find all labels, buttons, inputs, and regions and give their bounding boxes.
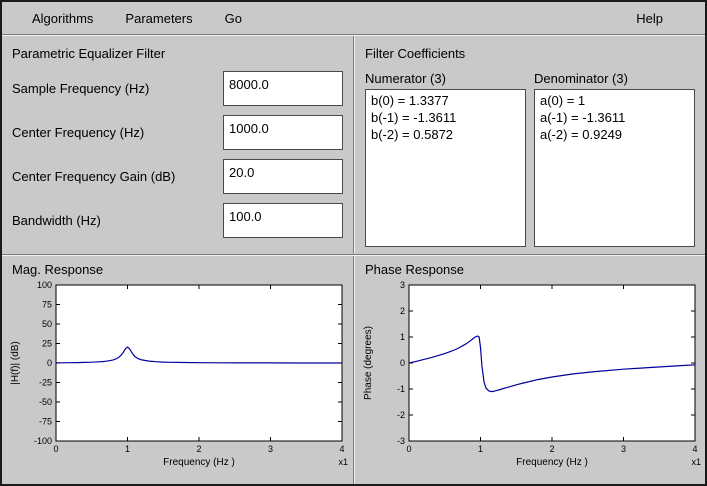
svg-text:Frequency (Hz ): Frequency (Hz ) <box>163 457 235 468</box>
section-divider <box>2 254 705 256</box>
list-item: b(0) = 1.3377 <box>371 93 449 108</box>
center-frequency-gain-label: Center Frequency Gain (dB) <box>12 169 176 184</box>
form-row-center-frequency-gain: Center Frequency Gain (dB) <box>12 159 343 194</box>
phase-response-chart: 0 1 2 3 4 -3 -2 -1 0 1 2 3 Frequency (Hz ) x1 Phase (d… <box>363 280 701 468</box>
menu-bar: Algorithms Parameters Go Help <box>2 2 705 34</box>
svg-text:Frequency (Hz ): Frequency (Hz ) <box>516 457 588 468</box>
denominator-listbox[interactable]: a(0) = 1 a(-1) = -1.3611 a(-2) = 0.9249 <box>534 89 695 247</box>
svg-text:4: 4 <box>692 444 697 454</box>
list-item: b(-2) = 0.5872 <box>371 127 454 142</box>
denominator-column: Denominator (3) a(0) = 1 a(-1) = -1.3611… <box>534 71 695 247</box>
center-frequency-input[interactable] <box>223 115 343 150</box>
top-panel-divider <box>353 36 355 254</box>
svg-text:-2: -2 <box>397 410 405 420</box>
form-row-center-frequency: Center Frequency (Hz) <box>12 115 343 150</box>
svg-text:-1: -1 <box>397 384 405 394</box>
numerator-listbox[interactable]: b(0) = 1.3377 b(-1) = -1.3611 b(-2) = 0.… <box>365 89 526 247</box>
mag-response-chart: 0 1 2 3 4 -100 -75 -50 -25 0 25 50 75 100 Frequency (H… <box>10 280 348 468</box>
svg-text:3: 3 <box>400 280 405 290</box>
svg-text:2: 2 <box>400 306 405 316</box>
panel-title: Filter Coefficients <box>365 46 466 61</box>
svg-text:50: 50 <box>42 319 52 329</box>
sample-frequency-input[interactable] <box>223 71 343 106</box>
svg-text:0: 0 <box>47 358 52 368</box>
svg-text:x1: x1 <box>338 457 348 467</box>
svg-text:3: 3 <box>621 444 626 454</box>
svg-text:-100: -100 <box>34 436 52 446</box>
menu-parameters[interactable]: Parameters <box>125 10 193 26</box>
chart-panel-divider <box>353 256 355 484</box>
charts-section: Mag. Response 0 1 2 3 4 -100 -75 -50 -25 0 25 50 75 1… <box>2 256 705 484</box>
bandwidth-label: Bandwidth (Hz) <box>12 213 101 228</box>
svg-text:2: 2 <box>196 444 201 454</box>
filter-coefficients-panel: Filter Coefficients Numerator (3) b(0) =… <box>355 36 705 254</box>
list-item: a(-2) = 0.9249 <box>540 127 623 142</box>
mag-response-panel: Mag. Response 0 1 2 3 4 -100 -75 -50 -25 0 25 50 75 1… <box>2 256 353 484</box>
list-item: a(-1) = -1.3611 <box>540 110 626 125</box>
svg-text:|H(f)| (dB): |H(f)| (dB) <box>10 341 21 385</box>
numerator-header: Numerator (3) <box>365 71 446 86</box>
svg-text:0: 0 <box>53 444 58 454</box>
menu-go[interactable]: Go <box>224 10 242 26</box>
svg-text:1: 1 <box>400 332 405 342</box>
menu-help[interactable]: Help <box>636 10 663 26</box>
svg-text:-25: -25 <box>39 378 52 388</box>
svg-text:100: 100 <box>37 280 52 290</box>
menu-algorithms[interactable]: Algorithms <box>32 10 94 26</box>
svg-text:Phase (degrees): Phase (degrees) <box>363 326 374 400</box>
menu-divider <box>2 34 705 36</box>
phase-response-panel: Phase Response 0 1 2 3 4 -3 -2 -1 0 1 2 3 Frequency … <box>355 256 705 484</box>
svg-text:4: 4 <box>339 444 344 454</box>
sample-frequency-label: Sample Frequency (Hz) <box>12 81 150 96</box>
svg-text:1: 1 <box>125 444 130 454</box>
coefficient-columns: Numerator (3) b(0) = 1.3377 b(-1) = -1.3… <box>365 71 695 247</box>
svg-text:-75: -75 <box>39 417 52 427</box>
form-row-bandwidth: Bandwidth (Hz) <box>12 203 343 238</box>
numerator-column: Numerator (3) b(0) = 1.3377 b(-1) = -1.3… <box>365 71 526 247</box>
bandwidth-input[interactable] <box>223 203 343 238</box>
mag-response-title: Mag. Response <box>12 262 104 277</box>
parametric-eq-panel: Parametric Equalizer Filter Sample Frequ… <box>2 36 353 254</box>
top-section: Parametric Equalizer Filter Sample Frequ… <box>2 36 705 254</box>
list-item: a(0) = 1 <box>540 93 586 108</box>
svg-text:2: 2 <box>549 444 554 454</box>
svg-text:3: 3 <box>268 444 273 454</box>
svg-text:1: 1 <box>478 444 483 454</box>
svg-text:25: 25 <box>42 339 52 349</box>
list-item: b(-1) = -1.3611 <box>371 110 457 125</box>
svg-text:0: 0 <box>400 358 405 368</box>
panel-title: Parametric Equalizer Filter <box>12 46 166 61</box>
svg-text:75: 75 <box>42 300 52 310</box>
form-row-sample-frequency: Sample Frequency (Hz) <box>12 71 343 106</box>
center-frequency-gain-input[interactable] <box>223 159 343 194</box>
center-frequency-label: Center Frequency (Hz) <box>12 125 145 140</box>
denominator-header: Denominator (3) <box>534 71 628 86</box>
svg-text:0: 0 <box>406 444 411 454</box>
svg-text:-50: -50 <box>39 397 52 407</box>
svg-text:-3: -3 <box>397 436 405 446</box>
svg-text:x1: x1 <box>691 457 701 467</box>
phase-response-title: Phase Response <box>365 262 465 277</box>
